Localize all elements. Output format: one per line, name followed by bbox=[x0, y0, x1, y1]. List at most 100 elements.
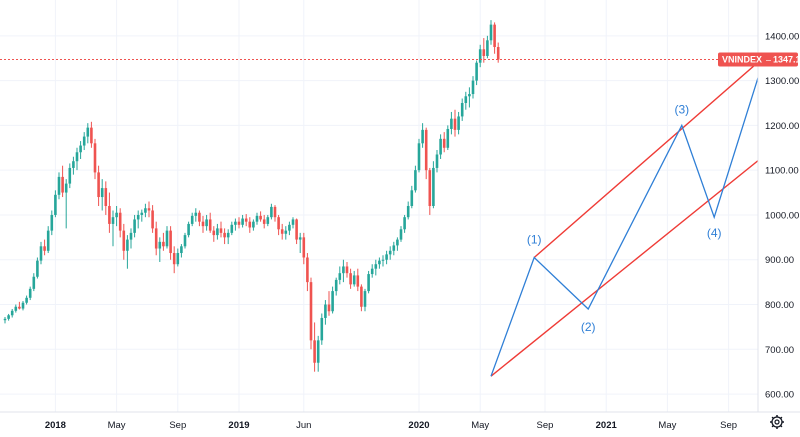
candle-up bbox=[342, 259, 345, 283]
candle-down bbox=[162, 232, 165, 251]
candle-down bbox=[280, 223, 284, 240]
candle-body bbox=[57, 176, 61, 195]
candle-body bbox=[198, 212, 201, 222]
price-tick-label: 1000.00 bbox=[765, 210, 799, 221]
candle-up bbox=[190, 212, 194, 227]
candle-body bbox=[277, 217, 280, 230]
candle-up bbox=[183, 232, 187, 249]
candle-up bbox=[226, 229, 230, 245]
candle-body bbox=[399, 229, 403, 240]
wave-label-4: (4) bbox=[707, 226, 722, 240]
candle-down bbox=[295, 218, 298, 245]
candle-up bbox=[457, 111, 460, 135]
candle-body bbox=[313, 340, 316, 363]
candle-up bbox=[79, 141, 82, 159]
candle-down bbox=[262, 214, 266, 229]
candle-body bbox=[39, 246, 43, 261]
candle-body bbox=[75, 152, 79, 162]
candle-body bbox=[255, 215, 259, 222]
candle-body bbox=[133, 219, 136, 233]
candle-body bbox=[489, 24, 493, 41]
candle-up bbox=[176, 248, 180, 267]
candle-down bbox=[360, 284, 363, 312]
candle-up bbox=[367, 270, 370, 294]
candle-body bbox=[241, 218, 244, 225]
candle-up bbox=[378, 257, 381, 269]
candle-body bbox=[61, 176, 64, 193]
price-tick-label: 600.00 bbox=[765, 390, 794, 401]
candle-body bbox=[18, 306, 21, 309]
candle-up bbox=[331, 286, 334, 314]
candle-down bbox=[428, 167, 432, 215]
candle-up bbox=[28, 286, 32, 301]
candle-down bbox=[198, 210, 201, 227]
candle-body bbox=[126, 239, 129, 251]
candle-down bbox=[201, 215, 205, 233]
candle-body bbox=[72, 161, 75, 168]
time-tick-label: 2021 bbox=[596, 420, 618, 431]
candle-up bbox=[468, 87, 471, 108]
candle-up bbox=[7, 313, 10, 321]
candle-up bbox=[399, 226, 403, 242]
last-price-separator: – bbox=[766, 54, 771, 64]
candle-body bbox=[367, 274, 370, 292]
candle-body bbox=[25, 297, 28, 303]
candle-up bbox=[241, 214, 244, 228]
time-tick-label: Sep bbox=[169, 420, 186, 431]
candle-up bbox=[180, 244, 183, 258]
price-tick-label: 1400.00 bbox=[765, 31, 799, 42]
candle-down bbox=[172, 246, 176, 274]
candle-body bbox=[291, 219, 295, 225]
candle-up bbox=[216, 223, 219, 240]
last-price-symbol: VNINDEX bbox=[722, 54, 762, 64]
candle-body bbox=[432, 167, 435, 206]
candle-body bbox=[435, 154, 439, 168]
candle-up bbox=[136, 210, 140, 229]
candle-up bbox=[115, 206, 118, 227]
candle-body bbox=[3, 318, 7, 321]
elliott-wave-lines[interactable] bbox=[490, 22, 777, 377]
candle-up bbox=[46, 226, 50, 254]
candle-body bbox=[421, 129, 424, 144]
candle-body bbox=[93, 143, 97, 173]
wave-label-1: (1) bbox=[527, 233, 542, 247]
candle-body bbox=[108, 206, 111, 224]
candle-up bbox=[414, 165, 417, 193]
candle-body bbox=[140, 212, 144, 215]
candle-up bbox=[21, 300, 25, 311]
candle-body bbox=[327, 304, 331, 312]
candle-down bbox=[223, 228, 226, 245]
price-axis[interactable]: 1400.00 1300.00 1200.00 1100.00 1000.00 900.0… bbox=[765, 31, 799, 400]
candle-body bbox=[482, 49, 486, 56]
elliott-wave-labels: (1)(2)(3)(4)(5) bbox=[527, 0, 783, 334]
candle-up bbox=[270, 203, 273, 220]
candle-up bbox=[338, 266, 342, 285]
candle-body bbox=[244, 218, 248, 222]
candle-body bbox=[478, 49, 482, 63]
candle-up bbox=[266, 214, 270, 227]
candle-down bbox=[309, 277, 313, 350]
candle-up bbox=[57, 172, 61, 200]
price-tick-label: 1300.00 bbox=[765, 76, 799, 87]
candle-body bbox=[118, 212, 122, 231]
candle-up bbox=[3, 317, 7, 324]
candle-body bbox=[7, 315, 10, 319]
candle-body bbox=[457, 116, 460, 130]
candle-up bbox=[334, 277, 338, 296]
price-tick-label: 1200.00 bbox=[765, 121, 799, 132]
candle-down bbox=[118, 208, 122, 238]
candle-up bbox=[410, 185, 414, 209]
candle-down bbox=[345, 261, 349, 278]
candle-body bbox=[111, 217, 115, 224]
time-axis[interactable]: Sep2018MaySep2019Jun2020MaySep2021MaySep bbox=[0, 420, 737, 431]
candle-body bbox=[165, 230, 169, 247]
candle-body bbox=[230, 224, 234, 233]
candle-body bbox=[14, 306, 18, 311]
gear-icon[interactable] bbox=[770, 415, 784, 429]
candle-up bbox=[486, 35, 489, 59]
candle-body bbox=[356, 275, 360, 287]
time-tick-label: May bbox=[108, 420, 126, 431]
candle-down bbox=[244, 214, 248, 227]
candle-up bbox=[72, 156, 75, 175]
